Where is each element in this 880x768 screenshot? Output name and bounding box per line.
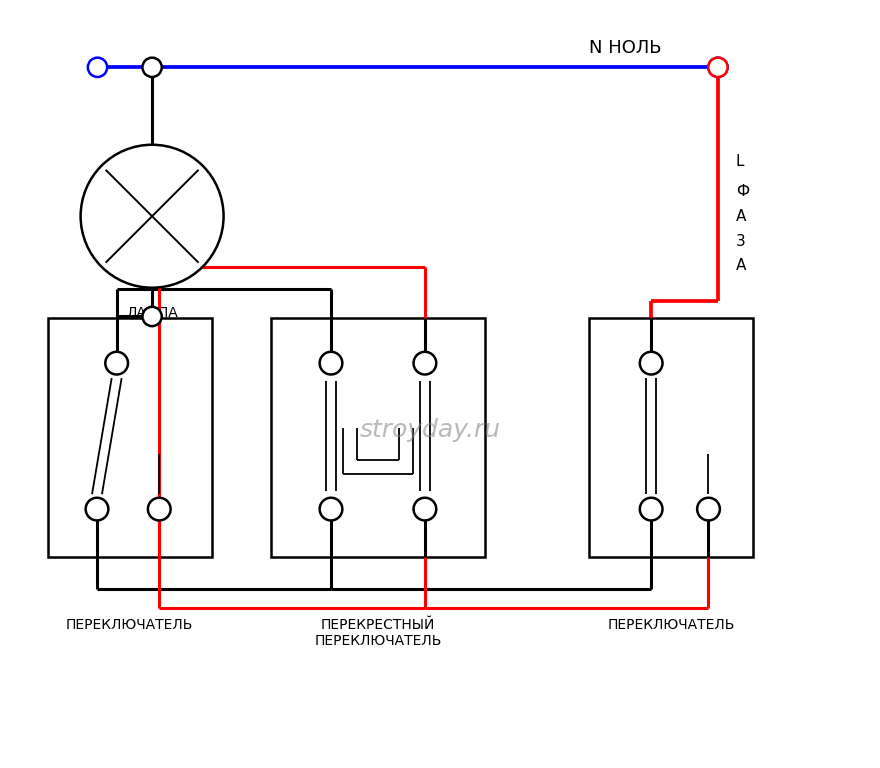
Text: L: L [736, 154, 744, 169]
Circle shape [708, 58, 728, 77]
Circle shape [414, 352, 436, 375]
Circle shape [81, 144, 224, 288]
Circle shape [106, 352, 128, 375]
Circle shape [697, 498, 720, 521]
Text: stroyday.ru: stroyday.ru [360, 418, 501, 442]
Text: 3: 3 [736, 233, 745, 249]
Circle shape [143, 58, 162, 77]
Text: ПЕРЕКРЕСТНЫЙ
ПЕРЕКЛЮЧАТЕЛЬ: ПЕРЕКРЕСТНЫЙ ПЕРЕКЛЮЧАТЕЛЬ [314, 618, 442, 648]
Circle shape [148, 498, 171, 521]
Circle shape [319, 498, 342, 521]
Text: А: А [736, 209, 746, 223]
Text: ЛАМПА: ЛАМПА [126, 306, 178, 319]
Bar [271, 319, 485, 557]
Text: N НОЛЬ: N НОЛЬ [589, 39, 662, 58]
Text: А: А [736, 258, 746, 273]
Circle shape [708, 58, 728, 77]
Bar [589, 319, 752, 557]
Text: ПЕРЕКЛЮЧАТЕЛЬ: ПЕРЕКЛЮЧАТЕЛЬ [607, 618, 735, 632]
Circle shape [640, 498, 663, 521]
Text: ПЕРЕКЛЮЧАТЕЛЬ: ПЕРЕКЛЮЧАТЕЛЬ [66, 618, 194, 632]
Circle shape [88, 58, 107, 77]
Circle shape [640, 352, 663, 375]
Circle shape [85, 498, 108, 521]
Circle shape [143, 307, 162, 326]
Text: Ф: Ф [736, 184, 749, 199]
Circle shape [319, 352, 342, 375]
Circle shape [414, 498, 436, 521]
Bar [48, 319, 212, 557]
